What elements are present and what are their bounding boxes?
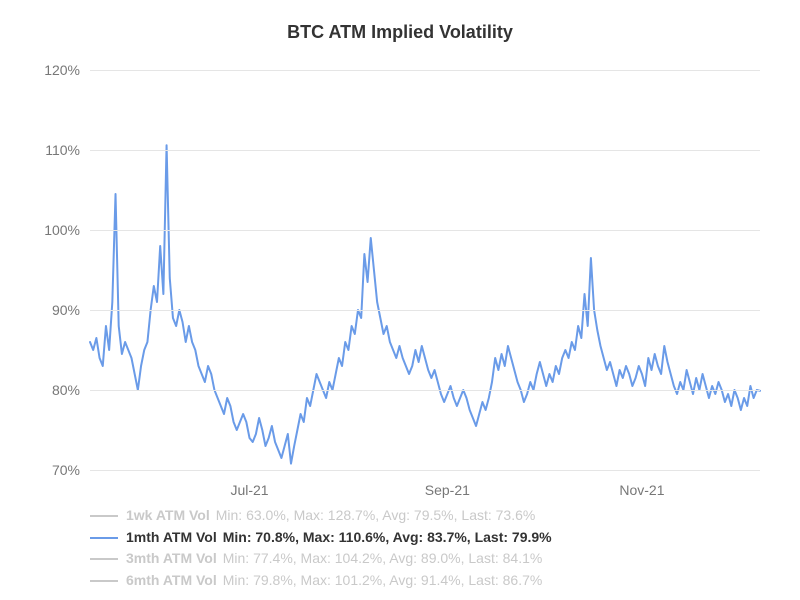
- legend-swatch: [90, 580, 118, 582]
- y-tick-label: 70%: [52, 462, 80, 478]
- legend-series-name: 1mth ATM Vol: [126, 527, 217, 549]
- gridline-h: [90, 150, 760, 151]
- legend-swatch: [90, 515, 118, 517]
- x-tick-label: Nov-21: [619, 482, 664, 498]
- legend-item[interactable]: 1wk ATM Vol Min: 63.0%, Max: 128.7%, Avg:…: [90, 505, 552, 527]
- legend-series-name: 1wk ATM Vol: [126, 505, 210, 527]
- y-tick-label: 120%: [44, 62, 80, 78]
- gridline-h: [90, 230, 760, 231]
- legend-series-stats: Min: 63.0%, Max: 128.7%, Avg: 79.5%, Las…: [216, 505, 536, 527]
- x-tick-label: Jul-21: [230, 482, 268, 498]
- gridline-h: [90, 70, 760, 71]
- y-tick-label: 90%: [52, 302, 80, 318]
- chart-container: BTC ATM Implied Volatility 70%80%90%100%…: [0, 0, 800, 600]
- legend-series-stats: Min: 77.4%, Max: 104.2%, Avg: 89.0%, Las…: [223, 548, 543, 570]
- legend-series-name: 3mth ATM Vol: [126, 548, 217, 570]
- legend-swatch: [90, 537, 118, 539]
- legend-item[interactable]: 6mth ATM Vol Min: 79.8%, Max: 101.2%, Avg…: [90, 570, 552, 592]
- legend-item[interactable]: 1mth ATM Vol Min: 70.8%, Max: 110.6%, Avg…: [90, 527, 552, 549]
- series-line-1mth: [90, 145, 760, 463]
- legend: 1wk ATM Vol Min: 63.0%, Max: 128.7%, Avg:…: [90, 505, 552, 592]
- y-tick-label: 110%: [45, 142, 80, 158]
- legend-item[interactable]: 3mth ATM Vol Min: 77.4%, Max: 104.2%, Avg…: [90, 548, 552, 570]
- gridline-h: [90, 470, 760, 471]
- plot-area: 70%80%90%100%110%120%Jul-21Sep-21Nov-21: [90, 70, 760, 470]
- gridline-h: [90, 390, 760, 391]
- x-tick-label: Sep-21: [425, 482, 470, 498]
- legend-series-name: 6mth ATM Vol: [126, 570, 217, 592]
- legend-series-stats: Min: 79.8%, Max: 101.2%, Avg: 91.4%, Las…: [223, 570, 543, 592]
- legend-series-stats: Min: 70.8%, Max: 110.6%, Avg: 83.7%, Las…: [223, 527, 552, 549]
- y-tick-label: 80%: [52, 382, 80, 398]
- legend-swatch: [90, 558, 118, 560]
- gridline-h: [90, 310, 760, 311]
- chart-title: BTC ATM Implied Volatility: [0, 0, 800, 43]
- line-chart-svg: [90, 70, 760, 470]
- y-tick-label: 100%: [44, 222, 80, 238]
